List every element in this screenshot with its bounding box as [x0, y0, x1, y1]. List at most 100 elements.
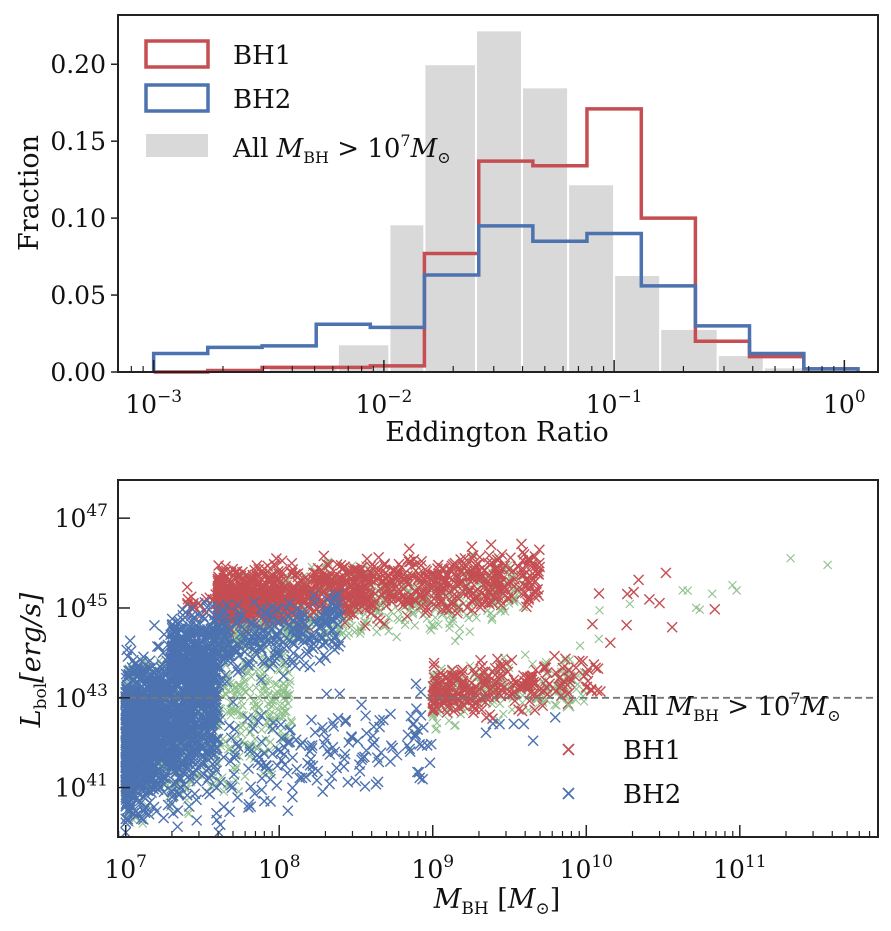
scatter-point [251, 667, 261, 676]
scatter-point [213, 757, 222, 767]
scatter-point [331, 559, 343, 571]
xtick-label: 100 [823, 387, 866, 419]
scatter-point [281, 707, 291, 716]
scatter-point [273, 705, 283, 715]
scatter-point [463, 587, 475, 599]
scatter-point [344, 628, 354, 638]
scatter-point [384, 626, 394, 636]
scatter-point [226, 707, 235, 717]
scatter-point [549, 650, 561, 662]
scatter-point [593, 588, 605, 600]
scatter-point [221, 660, 231, 670]
scatter-point [163, 793, 173, 802]
legend-swatch-bh2 [144, 83, 210, 113]
scatter-point [236, 722, 245, 732]
scatter-point [427, 621, 437, 630]
legend-swatch-all-mbh [146, 134, 208, 157]
scatter-point [691, 603, 701, 613]
scatter-point [575, 641, 585, 651]
scatter-point [586, 618, 598, 630]
scatter-point [221, 737, 230, 747]
ytick-label: 0.20 [50, 50, 106, 79]
scatter-point [280, 707, 290, 717]
scatter-point [360, 617, 370, 627]
scatter-point [318, 550, 330, 562]
scatter-point [594, 634, 604, 644]
histogram-step-lines [151, 107, 860, 374]
scatter-point [578, 691, 588, 701]
ytick-label: 0.10 [50, 204, 106, 233]
scatter-point [450, 636, 460, 646]
scatter-point [371, 612, 383, 624]
scatter-point [464, 613, 474, 623]
scatter-point [253, 702, 263, 712]
scatter-point [502, 593, 514, 605]
scatter-point [271, 695, 281, 704]
ytick-label: 0.00 [50, 358, 106, 387]
xtick-label: 10−2 [355, 387, 412, 419]
scatter-point [268, 725, 277, 735]
scatter-point [728, 580, 737, 590]
scatter-point [261, 734, 271, 744]
histogram-ylabel: Fraction [14, 135, 45, 251]
all-mbh-bar [567, 183, 616, 373]
xtick-label: 10−3 [125, 387, 182, 419]
scatter-point [384, 613, 393, 622]
legend-entry-bh2: BH2 [144, 83, 291, 115]
scatter-point [430, 613, 440, 623]
scatter-point [520, 601, 532, 613]
scatter-point [323, 557, 333, 567]
scatter-point [158, 812, 170, 824]
scatter-point [498, 709, 508, 719]
scatter-point [254, 693, 264, 703]
scatter-point [709, 603, 721, 615]
scatter-point [654, 597, 666, 609]
scatter-point [520, 650, 530, 660]
scatter-point [683, 586, 693, 596]
scatter-point [278, 679, 288, 689]
scatter-point [486, 608, 496, 618]
scatter-point [240, 676, 250, 686]
scatter-point [257, 725, 267, 735]
scatter-point [552, 700, 561, 710]
legend-label-bh2: BH2 [233, 85, 291, 115]
ytick-label: 0.05 [50, 281, 106, 310]
scatter-point [786, 553, 795, 563]
scatter-point [541, 694, 551, 704]
scatter-point [621, 619, 633, 631]
histogram-xlabel: Eddington Ratio [385, 417, 608, 448]
ytick-label: 0.15 [50, 127, 106, 156]
scatter-point [235, 710, 245, 720]
scatter-point [579, 697, 589, 706]
scatter-point [151, 641, 163, 653]
scatter-point [453, 601, 465, 613]
scatter-point [262, 686, 272, 696]
scatter-point [268, 716, 278, 726]
scatter-point [279, 679, 289, 688]
scatter-point [455, 624, 465, 633]
scatter-point [621, 588, 633, 600]
scatter-point [528, 659, 537, 669]
scatter-point [245, 684, 254, 694]
scatter-point [319, 603, 331, 615]
scatter-point [625, 599, 635, 609]
histogram-legend: BH1 BH2 All MBH > 107M⊙ [144, 39, 451, 167]
scatter-point [628, 586, 640, 598]
scatter-point [265, 711, 275, 721]
scatter-point [148, 619, 160, 631]
all-mbh-bar [474, 29, 524, 373]
scatter-point [355, 624, 365, 634]
scatter-point [422, 614, 432, 623]
all-mbh-bar [659, 327, 719, 373]
all-mbh-histogram-bars [267, 29, 811, 374]
all-mbh-bar [521, 86, 570, 373]
histogram-axes-frame [117, 14, 879, 373]
scatter-point [467, 549, 479, 561]
scatter-point [369, 588, 381, 600]
legend-entry-bh1: BH1 [144, 39, 291, 71]
scatter-point [445, 619, 455, 629]
